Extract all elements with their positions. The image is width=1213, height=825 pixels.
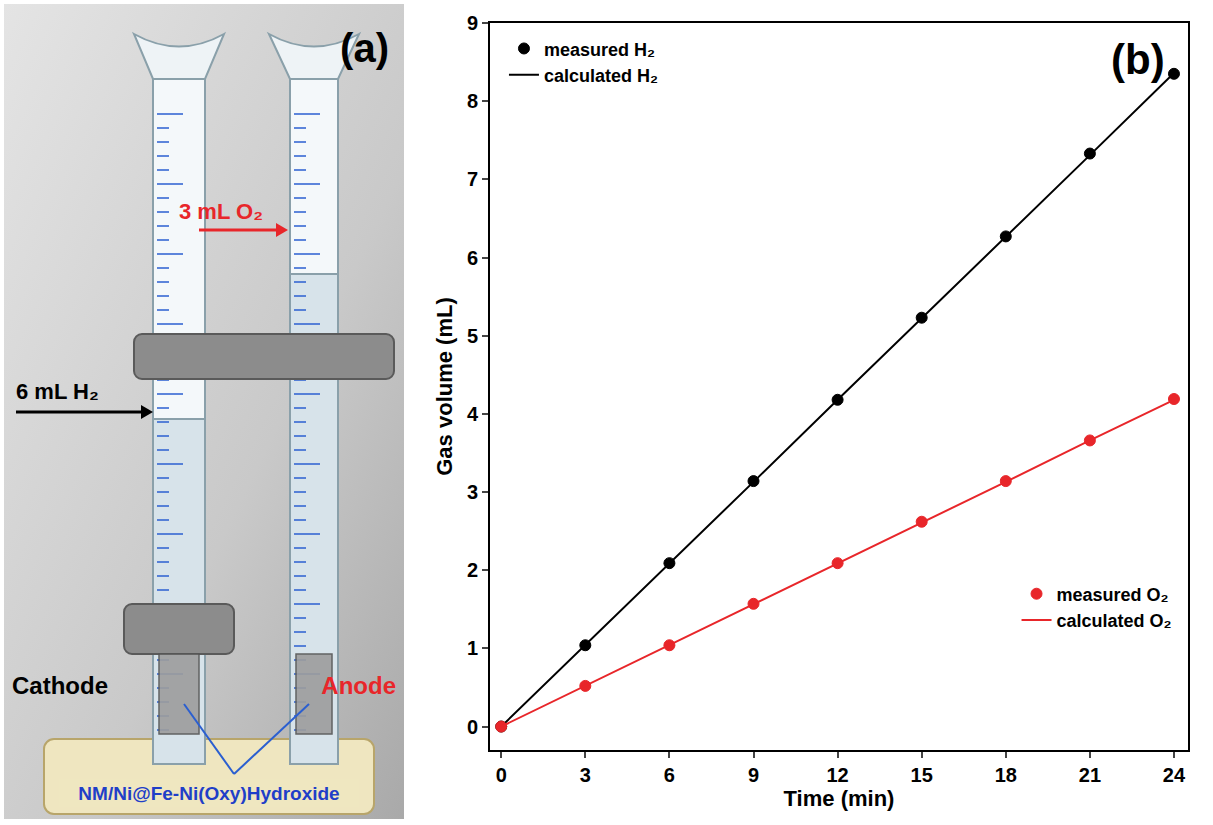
svg-text:measured O₂: measured O₂: [1057, 585, 1169, 605]
svg-text:15: 15: [911, 764, 933, 786]
svg-text:(a): (a): [340, 26, 389, 70]
svg-text:12: 12: [826, 764, 848, 786]
svg-text:6: 6: [467, 247, 478, 269]
svg-text:2: 2: [467, 559, 478, 581]
svg-text:Gas volume (mL): Gas volume (mL): [432, 297, 457, 475]
svg-text:1: 1: [467, 637, 478, 659]
svg-text:7: 7: [467, 168, 478, 190]
svg-text:0: 0: [496, 764, 507, 786]
svg-text:3: 3: [580, 764, 591, 786]
svg-text:21: 21: [1079, 764, 1101, 786]
svg-text:9: 9: [748, 764, 759, 786]
svg-text:4: 4: [467, 403, 479, 425]
svg-text:6 mL H₂: 6 mL H₂: [16, 379, 99, 404]
svg-text:Cathode: Cathode: [12, 672, 108, 699]
svg-text:3 mL O₂: 3 mL O₂: [179, 199, 263, 224]
svg-text:8: 8: [467, 90, 478, 112]
svg-text:6: 6: [664, 764, 675, 786]
svg-text:Anode: Anode: [321, 672, 396, 699]
svg-text:(b): (b): [1111, 36, 1165, 83]
svg-text:3: 3: [467, 481, 478, 503]
svg-text:calculated H₂: calculated H₂: [544, 66, 658, 86]
svg-text:5: 5: [467, 325, 478, 347]
svg-text:NM/Ni@Fe-Ni(Oxy)Hydroxide: NM/Ni@Fe-Ni(Oxy)Hydroxide: [78, 783, 339, 804]
svg-text:calculated O₂: calculated O₂: [1057, 611, 1172, 631]
svg-text:measured H₂: measured H₂: [544, 39, 655, 59]
svg-text:9: 9: [467, 12, 478, 34]
svg-text:Time (min): Time (min): [784, 786, 895, 811]
svg-text:0: 0: [467, 716, 478, 738]
svg-text:18: 18: [995, 764, 1017, 786]
svg-text:24: 24: [1163, 764, 1186, 786]
